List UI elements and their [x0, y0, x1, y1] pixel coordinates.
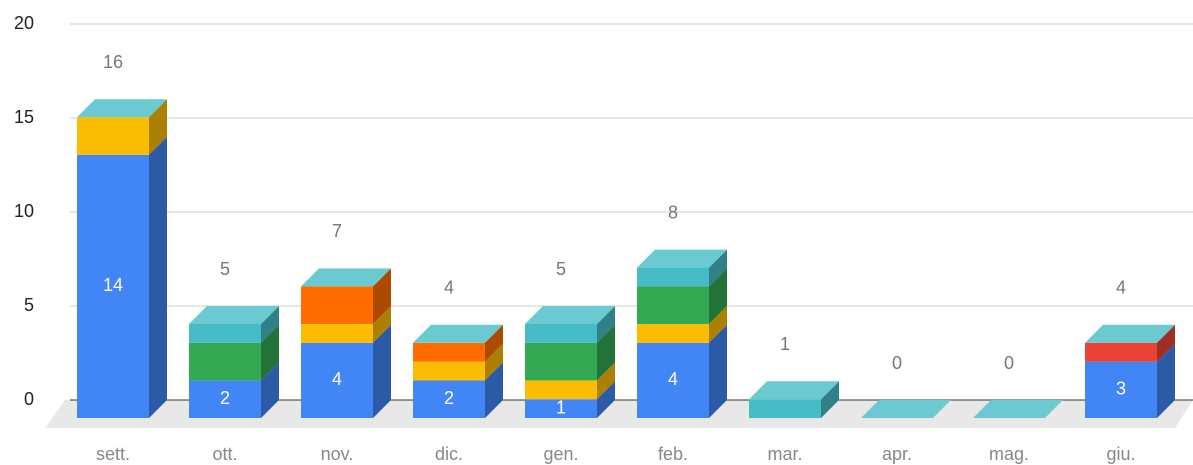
bar-top: [189, 306, 279, 324]
y-tick-label: 0: [24, 389, 34, 409]
bar-top: [1085, 324, 1175, 343]
x-tick-label: mar.: [767, 444, 802, 464]
x-tick-label: feb.: [658, 444, 688, 464]
bar-segment: [637, 342, 709, 418]
x-tick-label: giu.: [1106, 444, 1135, 464]
y-tick-label: 15: [14, 107, 34, 127]
bar-segment: [77, 117, 149, 155]
bar-side: [709, 324, 727, 418]
bar-segment: [189, 324, 261, 343]
value-label: 1: [556, 397, 566, 417]
x-tick-label: ott.: [212, 444, 237, 464]
bar-top: [301, 268, 391, 287]
y-tick-label: 5: [24, 295, 34, 315]
x-tick-label: sett.: [96, 444, 130, 464]
x-tick-label: apr.: [882, 444, 912, 464]
bar-side: [373, 324, 391, 418]
bar-side: [597, 324, 615, 381]
bar-side: [485, 362, 503, 418]
bar-segment: [637, 286, 709, 324]
bar-side: [373, 268, 391, 324]
bar-segment: [77, 154, 149, 419]
bar-side: [373, 306, 391, 343]
bar-segment: [189, 342, 261, 381]
bar-top: [637, 249, 727, 268]
bar-top: [413, 324, 503, 343]
bar-segment: [189, 380, 261, 418]
value-label: 3: [1116, 379, 1126, 399]
value-label: 14: [103, 275, 123, 295]
total-label: 1: [780, 334, 790, 354]
bar-side: [597, 362, 615, 400]
value-label: 2: [444, 388, 454, 408]
bar-side: [709, 306, 727, 343]
bar-side: [261, 306, 279, 343]
bar-side: [709, 268, 727, 324]
bar-segment: [637, 324, 709, 343]
bar-segment: [525, 342, 597, 381]
bar-segment: [525, 380, 597, 400]
bar-segment: [301, 286, 373, 324]
total-label: 0: [1004, 353, 1014, 373]
total-label: 16: [103, 52, 123, 72]
bar-side: [1157, 324, 1175, 362]
total-label: 8: [668, 202, 678, 222]
bar-segment: [301, 324, 373, 343]
bar-side: [261, 324, 279, 381]
bar-side: [709, 249, 727, 287]
total-label: 5: [556, 259, 566, 279]
bar-top: [861, 400, 951, 418]
value-label: 2: [220, 388, 230, 408]
x-tick-label: dic.: [435, 444, 463, 464]
y-tick-label: 20: [14, 13, 34, 33]
bar-segment: [413, 380, 485, 418]
bar-side: [597, 306, 615, 343]
value-label: 4: [332, 369, 342, 389]
total-label: 4: [1116, 278, 1126, 298]
bar-segment: [413, 361, 485, 381]
value-label: 4: [668, 369, 678, 389]
bar-segment: [413, 342, 485, 362]
x-tick-label: gen.: [543, 444, 578, 464]
bar-segment: [301, 342, 373, 418]
bar-segment: [525, 399, 597, 418]
bar-top: [525, 306, 615, 324]
bar-side: [149, 99, 167, 155]
total-label: 4: [444, 278, 454, 298]
bar-segment: [749, 399, 821, 418]
bar-top: [77, 99, 167, 118]
bar-segment: [637, 267, 709, 287]
total-label: 0: [892, 353, 902, 373]
bar-side: [149, 136, 167, 419]
x-tick-label: nov.: [321, 444, 354, 464]
bar-side: [1157, 343, 1175, 418]
bar-side: [597, 381, 615, 418]
bar-segment: [525, 324, 597, 343]
bar-top: [749, 381, 839, 400]
x-tick-label: mag.: [989, 444, 1029, 464]
total-label: 7: [332, 221, 342, 241]
bar-side: [485, 343, 503, 381]
bar-side: [485, 324, 503, 362]
y-tick-label: 10: [14, 201, 34, 221]
bar-side: [261, 362, 279, 418]
bar-segment: [1085, 361, 1157, 418]
bar-side: [821, 381, 839, 418]
total-label: 5: [220, 259, 230, 279]
bar-segment: [1085, 342, 1157, 362]
bar-top: [973, 400, 1063, 418]
